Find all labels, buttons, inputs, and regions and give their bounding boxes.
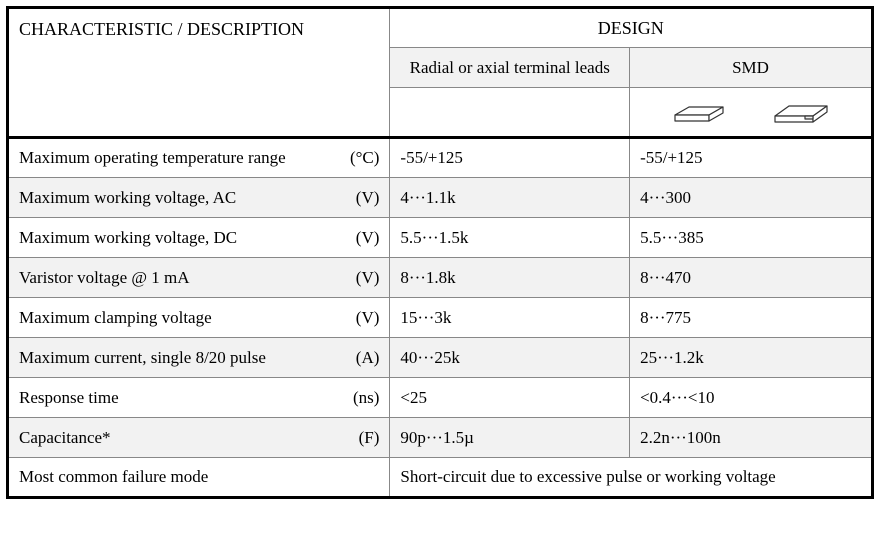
unit-label: (V) [356, 188, 380, 208]
characteristic-label: Maximum clamping voltage [19, 308, 212, 327]
value-cell-col1: 5.5···1.5k [390, 218, 630, 258]
value-cell-col1: 40···25k [390, 338, 630, 378]
value-cell-col1: <25 [390, 378, 630, 418]
value-cell-col1: -55/+125 [390, 138, 630, 178]
table-row: Maximum working voltage, DC (V) 5.5···1.5k… [8, 218, 873, 258]
smd-chip-icon [669, 97, 729, 127]
characteristic-label: Maximum working voltage, DC [19, 228, 237, 247]
header-row-1: CHARACTERISTIC / DESCRIPTION DESIGN [8, 8, 873, 48]
value-cell-col2: 8···470 [630, 258, 873, 298]
value-cell-col1: 4···1.1k [390, 178, 630, 218]
unit-label: (F) [359, 428, 380, 448]
value-cell-col1: Short-circuit due to excessive pulse or … [390, 458, 873, 498]
characteristic-label: Most common failure mode [19, 467, 208, 486]
characteristic-label: Maximum operating temperature range [19, 148, 286, 167]
table-row: Varistor voltage @ 1 mA (V) 8···1.8k8···47… [8, 258, 873, 298]
characteristic-cell: Maximum working voltage, AC (V) [8, 178, 390, 218]
unit-label: (V) [356, 308, 380, 328]
header-col-smd: SMD [630, 48, 873, 88]
value-cell-col2: 4···300 [630, 178, 873, 218]
characteristic-cell: Capacitance* (F) [8, 418, 390, 458]
value-cell-col1: 8···1.8k [390, 258, 630, 298]
smd-icons [640, 96, 861, 128]
table-row: Maximum clamping voltage (V) 15···3k8···77… [8, 298, 873, 338]
page: CHARACTERISTIC / DESCRIPTION DESIGN Radi… [0, 0, 880, 533]
unit-label: (A) [356, 348, 380, 368]
table-row: Most common failure mode Short-circuit du… [8, 458, 873, 498]
value-cell-col2: 5.5···385 [630, 218, 873, 258]
smd-icon-cell [630, 88, 873, 138]
value-cell-col1: 15···3k [390, 298, 630, 338]
unit-label: (V) [356, 228, 380, 248]
characteristic-cell: Response time (ns) [8, 378, 390, 418]
characteristic-label: Maximum working voltage, AC [19, 188, 236, 207]
characteristic-label: Capacitance* [19, 428, 111, 447]
characteristic-cell: Maximum working voltage, DC (V) [8, 218, 390, 258]
characteristic-cell: Maximum current, single 8/20 pulse (A) [8, 338, 390, 378]
header-col-radial: Radial or axial terminal leads [390, 48, 630, 88]
unit-label: (ns) [353, 388, 379, 408]
characteristic-label: Maximum current, single 8/20 pulse [19, 348, 266, 367]
table-row: Response time (ns) <25<0.4···<10 [8, 378, 873, 418]
value-cell-col1: 90p···1.5µ [390, 418, 630, 458]
table-row: Maximum working voltage, AC (V) 4···1.1k4·… [8, 178, 873, 218]
header-characteristic: CHARACTERISTIC / DESCRIPTION [8, 8, 390, 138]
characteristic-cell: Maximum operating temperature range (°C) [8, 138, 390, 178]
characteristic-cell: Varistor voltage @ 1 mA (V) [8, 258, 390, 298]
value-cell-col2: <0.4···<10 [630, 378, 873, 418]
smd-chip-notch-icon [769, 96, 833, 128]
table-row: Maximum operating temperature range(°C)-… [8, 138, 873, 178]
characteristic-label: Varistor voltage @ 1 mA [19, 268, 190, 287]
value-cell-col2: 25···1.2k [630, 338, 873, 378]
table-row: Maximum current, single 8/20 pulse (A) 40·… [8, 338, 873, 378]
characteristic-cell: Maximum clamping voltage (V) [8, 298, 390, 338]
table-row: Capacitance* (F) 90p···1.5µ2.2n···100n [8, 418, 873, 458]
table-body: Maximum operating temperature range(°C)-… [8, 138, 873, 498]
value-cell-col2: 2.2n···100n [630, 418, 873, 458]
spec-table: CHARACTERISTIC / DESCRIPTION DESIGN Radi… [6, 6, 874, 499]
unit-label: (V) [356, 268, 380, 288]
characteristic-cell: Most common failure mode [8, 458, 390, 498]
header-design: DESIGN [390, 8, 873, 48]
characteristic-label: Response time [19, 388, 119, 407]
value-cell-col2: -55/+125 [630, 138, 873, 178]
radial-icon-cell [390, 88, 630, 138]
value-cell-col2: 8···775 [630, 298, 873, 338]
unit-label: (°C) [350, 148, 379, 168]
